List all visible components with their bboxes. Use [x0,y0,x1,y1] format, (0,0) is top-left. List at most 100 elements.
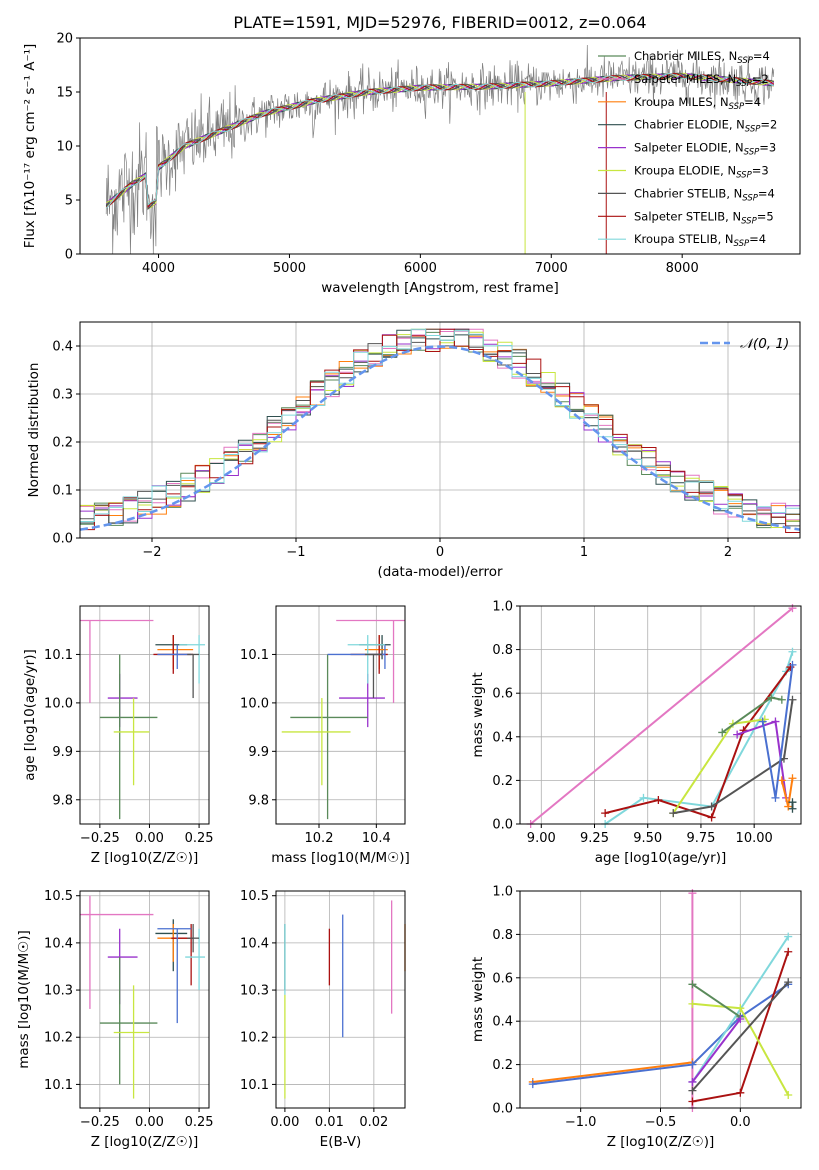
y-tick-label: 9.9 [52,745,73,760]
chart-title: PLATE=1591, MJD=52976, FIBERID=0012, z=0… [233,13,646,32]
weight-point-marker [688,999,697,1008]
y-tick-label: 10.4 [240,936,269,951]
weight-line [691,981,789,1092]
weight-point-marker [707,802,716,811]
weight-point-marker [718,728,727,737]
weight-point-marker [707,813,716,822]
y-tick-label: 10.1 [240,1078,269,1093]
weight-point-marker [688,1077,697,1086]
x-tick-label: 0.00 [135,1115,164,1130]
weight-point-marker [688,1060,697,1069]
y-tick-label: 0.0 [52,532,73,547]
spectrum-panel: PLATE=1591, MJD=52976, FIBERID=0012, z=0… [22,13,801,296]
weight-point-marker [654,796,663,805]
weight-point-marker [733,730,742,739]
weight-point-marker [771,793,780,802]
hist-lines [80,328,800,534]
weight-point-marker [736,1004,745,1013]
x-tick-label: 2 [724,545,732,560]
weight-line [736,720,788,798]
y-tick-label: 9.8 [52,793,73,808]
weight-line [532,1061,693,1083]
x-axis-label: Z [log10(Z/Z☉)] [91,850,199,866]
y-tick-label: 10.2 [44,1031,73,1046]
weight-point-marker [688,980,697,989]
weight-line [529,607,794,825]
y-tick-label: 0.0 [492,1102,513,1117]
x-tick-label: 0.00 [135,831,164,846]
weight-point-marker [736,1088,745,1097]
y-tick-label: 0.4 [492,730,513,745]
x-tick-label: −2 [142,545,161,560]
legend-label: Salpeter ELODIE, NSSP=3 [634,141,776,158]
y-axis-label: Flux [fλ10⁻¹⁷ erg cm⁻² s⁻¹ A⁻¹] [22,44,38,249]
y-tick-label: 1.0 [492,600,513,615]
weight-line [691,983,741,1018]
legend-label: Salpeter MILES, NSSP=2 [634,72,769,89]
y-tick-label: 5 [65,194,73,209]
age_vs_mass-panel: 10.2 10.4 9.8 9.9 10.0 10.1 mass [log10(M/M☉)] [240,605,410,866]
weight-point-marker [784,1090,793,1099]
legend-label: Chabrier ELODIE, NSSP=2 [634,118,777,135]
legend-label: Salpeter STELIB, NSSP=5 [634,209,774,226]
spectrum-model-line [105,72,774,209]
y-tick-label: 0.8 [492,643,513,658]
x-tick-label: 0.00 [270,1115,299,1130]
y-tick-label: 0.2 [52,436,73,451]
weight_vs_Z-panel: −1.0 −0.5 0.0 0.0 0.2 0.4 0.6 0.8 1.0 Z [log10(Z/… [470,885,802,1150]
weight-line [691,1018,742,1083]
y-axis-label: mass weight [470,672,486,757]
legend-label: Chabrier MILES, NSSP=4 [634,49,770,66]
weight-point-marker [788,804,797,813]
x-tick-label: 10.00 [736,831,773,846]
mass_vs_ebv-panel: 0.00 0.01 0.02 10.1 10.2 10.3 10.4 10.5 E(B-V) [240,889,406,1150]
weight-point-marker [639,793,648,802]
y-tick-label: 10.1 [240,648,269,663]
weight-point-marker [736,1015,745,1024]
x-tick-label: 9.00 [527,831,556,846]
y-axis-label: mass [log10(M/M☉)] [16,930,32,1069]
weight-point-marker [777,776,786,785]
histogram-step [80,328,800,522]
legend-label: Kroupa MILES, NSSP=4 [634,95,761,112]
weight-line [604,651,794,825]
weight-point-marker [688,1097,697,1106]
weight-point-marker [784,978,793,987]
x-tick-label: 9.25 [580,831,609,846]
spectrum-model-line [105,72,774,210]
x-tick-label: 7000 [535,261,568,276]
x-tick-label: 9.75 [686,831,715,846]
x-tick-label: −0.25 [80,831,120,846]
x-tick-label: −1 [286,545,305,560]
y-tick-label: 10.1 [44,648,73,663]
y-tick-label: 10.1 [44,1078,73,1093]
legend-label: 𝒩(0, 1) [740,336,789,352]
y-tick-label: 0.0 [492,818,513,833]
y-tick-label: 20 [56,32,73,47]
gaussian-curve [80,345,800,531]
x-tick-label: 4000 [142,261,175,276]
x-axis-label: E(B-V) [320,1134,362,1150]
weight-point-marker [767,693,776,702]
weight-point-marker [601,809,610,818]
x-axis-label: Z [log10(Z/Z☉)] [91,1134,199,1150]
axes-frame [79,890,210,1109]
weight-line [673,699,794,815]
spectrum-model-line [105,72,775,209]
x-tick-label: 6000 [404,261,437,276]
x-tick-label: −1.0 [565,1115,597,1130]
y-tick-label: 0.8 [492,928,513,943]
y-axis-label: Normed distribution [26,363,42,498]
weight-point-marker [688,1086,697,1095]
x-tick-label: 9.50 [633,831,662,846]
y-tick-label: 0.4 [492,1015,513,1030]
weight-line [532,983,789,1086]
weight-point-marker [771,717,780,726]
weight-point-marker [788,647,797,656]
x-tick-label: 0.01 [315,1115,344,1130]
y-tick-label: 0.4 [52,340,73,355]
weight-point-marker [758,717,767,726]
y-tick-label: 10.0 [240,696,269,711]
x-axis-label: wavelength [Angstrom, rest frame] [321,280,559,296]
weight-point-marker [784,802,793,811]
